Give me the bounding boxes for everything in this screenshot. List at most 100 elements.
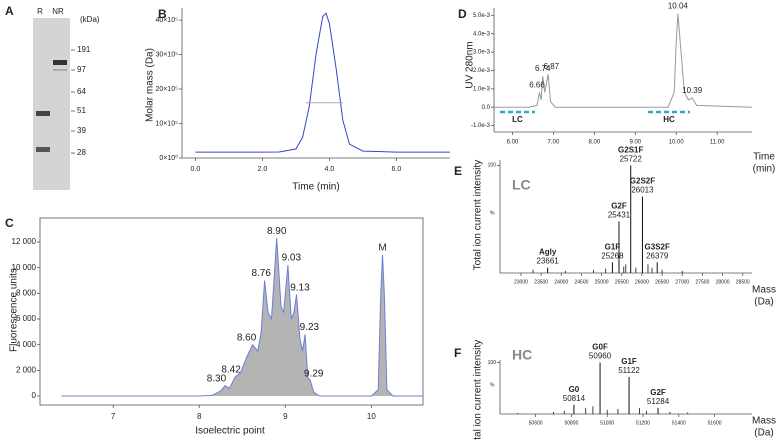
peak-label: 6.87 xyxy=(544,62,560,71)
y-tick-label: 8 000 xyxy=(16,288,37,297)
x-tick-label: 26500 xyxy=(655,279,669,285)
group-label: HC xyxy=(663,115,675,124)
x-axis-label: Isoelectric point xyxy=(195,426,265,437)
y-axis-label: Molar mass (Da) xyxy=(145,48,156,122)
y-tick-label: 1.0e-3 xyxy=(473,86,491,92)
x-tick-label: 51600 xyxy=(708,420,722,426)
panel-label: B xyxy=(158,7,167,21)
x-tick-label: 9 xyxy=(283,412,288,421)
peak-name: G2F xyxy=(611,201,627,210)
peak-label: 8.90 xyxy=(267,226,287,237)
y-axis-label: UV 280nm xyxy=(465,41,476,88)
y-tick-label: 40×10⁵ xyxy=(155,17,178,24)
y-tick-label: 10 000 xyxy=(12,263,37,272)
y-tick-label: 2.0e-3 xyxy=(473,68,491,74)
y-tick-label: 4 000 xyxy=(16,340,37,349)
gel-band xyxy=(36,111,50,116)
area xyxy=(61,238,423,397)
x-axis-label: (Da) xyxy=(754,428,773,439)
peak-label: 8.42 xyxy=(221,364,241,375)
peak-name: G3S2F xyxy=(645,242,670,251)
marker-label: 28 xyxy=(77,148,86,157)
x-tick-label: 9.00 xyxy=(629,140,641,146)
gel-panel: A R NR (kDa) xyxy=(5,4,100,190)
x-tick-label: 51400 xyxy=(672,420,686,426)
x-axis-label: Mass xyxy=(752,285,776,296)
spectrum-tag: HC xyxy=(512,347,532,363)
x-tick-label: 7.00 xyxy=(548,140,560,146)
peak-mass: 26013 xyxy=(631,186,654,195)
x-tick-label: 28500 xyxy=(736,279,750,285)
y-tick-label: 12 000 xyxy=(12,237,37,246)
panel-label: C xyxy=(5,216,14,230)
y-tick-label: 20×10⁵ xyxy=(155,86,178,93)
x-tick-label: 10 xyxy=(367,412,376,421)
x-tick-label: 23500 xyxy=(534,279,548,285)
gel-band xyxy=(53,60,67,65)
peak-name: Agly xyxy=(539,248,557,257)
y-tick-label: 0.0 xyxy=(482,105,491,111)
peak-name: G2S2F xyxy=(630,177,655,186)
group-label: LC xyxy=(512,115,523,124)
x-tick-label: 26000 xyxy=(635,279,649,285)
peak-mass: 25431 xyxy=(608,210,631,219)
gel-band xyxy=(36,147,50,152)
x-tick-label: 50600 xyxy=(529,420,543,426)
x-tick-label: 6.00 xyxy=(507,140,519,146)
x-tick-label: 0.0 xyxy=(191,166,201,173)
peak-mass: 26379 xyxy=(646,251,669,260)
y-tick-label: 0 xyxy=(32,391,37,400)
x-axis-label: (Da) xyxy=(754,297,773,308)
x-tick-label: 11.00 xyxy=(710,140,725,146)
x-tick-label: 23000 xyxy=(514,279,528,285)
y-tick-label: 30×10⁵ xyxy=(155,51,178,58)
y-tick-label: 5.0e-3 xyxy=(473,13,491,19)
y-tick-label: 2 000 xyxy=(16,365,37,374)
lane-label: R xyxy=(37,7,43,16)
x-tick-label: 25500 xyxy=(615,279,629,285)
peak-label: 8.30 xyxy=(207,373,227,384)
x-axis-label: (min) xyxy=(753,164,776,175)
x-tick-label: 2.0 xyxy=(258,166,268,173)
y-axis-label: Total ion current intensity xyxy=(473,160,484,271)
y-tick-label: 0×10⁰ xyxy=(159,154,178,162)
x-tick-label: 4.0 xyxy=(325,166,335,173)
y-tick-label: 10×10⁵ xyxy=(155,120,178,127)
x-tick-label: 50800 xyxy=(564,420,578,426)
peak-mass: 25268 xyxy=(601,251,624,260)
peak-name: G1F xyxy=(621,357,637,366)
x-tick-label: 27000 xyxy=(675,279,689,285)
y-tick-label: -1.0e-3 xyxy=(471,123,491,129)
x-axis-label: Mass xyxy=(752,416,776,427)
marker-label: 39 xyxy=(77,126,86,135)
panel-label: F xyxy=(454,346,461,360)
peak-label: 6.74 xyxy=(535,64,551,73)
peak-name: G2S1F xyxy=(618,145,643,154)
peak-mass: 51122 xyxy=(618,366,640,375)
unit-label: (kDa) xyxy=(80,15,100,24)
y-tick-label: 100 xyxy=(488,360,497,366)
x-tick-label: 6.0 xyxy=(392,166,402,173)
peak-mass: 51284 xyxy=(647,397,670,406)
peak-name: G0 xyxy=(569,385,580,394)
y-tick-label: 3.0e-3 xyxy=(473,50,491,56)
y-axis-label: Fluorescence units xyxy=(9,268,20,352)
x-tick-label: 28000 xyxy=(716,279,730,285)
peak-label: 10.39 xyxy=(682,86,703,95)
peak-name: G2F xyxy=(650,388,666,397)
x-tick-label: 24500 xyxy=(574,279,588,285)
peak-label: M xyxy=(378,242,386,253)
panel-label: A xyxy=(5,4,14,18)
marker-label: 97 xyxy=(77,65,86,74)
peak-label: 9.13 xyxy=(290,282,310,293)
line xyxy=(61,238,423,397)
peak-name: G1F xyxy=(605,242,621,251)
line xyxy=(494,13,753,108)
y-tick-label: 6 000 xyxy=(16,314,37,323)
peak-label: 6.66 xyxy=(529,81,545,90)
peak-mass: 50814 xyxy=(563,394,586,403)
marker-label: 51 xyxy=(77,106,86,115)
peak-label: 8.60 xyxy=(237,332,257,343)
peak-label: 8.76 xyxy=(251,268,271,279)
